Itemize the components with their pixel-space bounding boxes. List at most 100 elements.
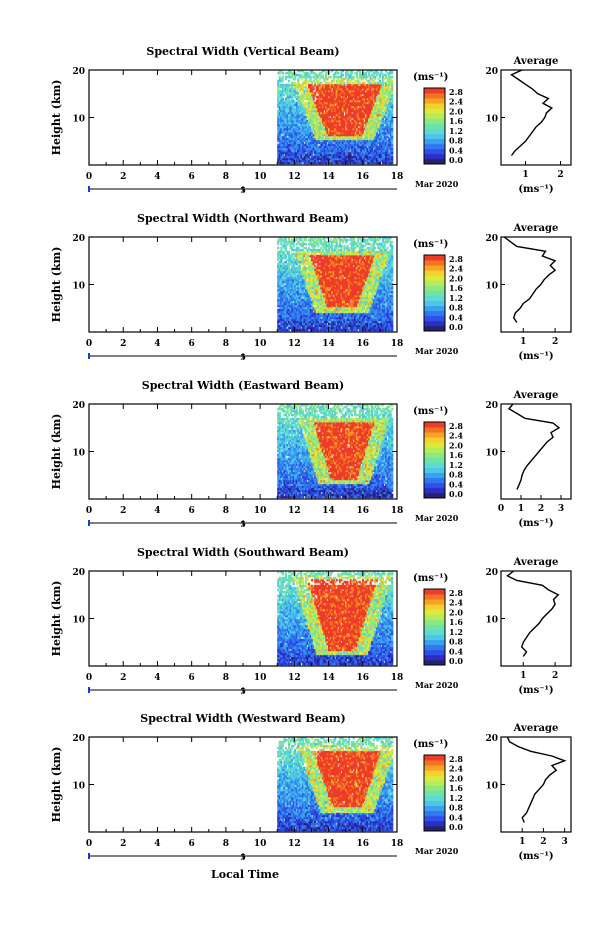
heatmap-cell bbox=[277, 157, 280, 161]
heatmap-cell bbox=[315, 314, 318, 318]
heatmap-cell bbox=[372, 137, 375, 141]
heatmap-cell bbox=[295, 242, 298, 246]
heatmap-cell bbox=[345, 107, 348, 111]
heatmap-cell bbox=[311, 266, 314, 270]
heatmap-cell bbox=[326, 270, 329, 274]
heatmap-cell bbox=[294, 113, 297, 117]
heatmap-cell bbox=[358, 89, 361, 93]
heatmap-cell bbox=[366, 153, 369, 157]
heatmap-cell bbox=[291, 272, 294, 276]
heatmap-cell bbox=[277, 97, 280, 101]
heatmap-cell bbox=[355, 99, 358, 103]
heatmap-cell bbox=[329, 322, 332, 326]
heatmap-cell bbox=[368, 127, 371, 131]
heatmap-cell bbox=[320, 328, 323, 332]
heatmap-cell bbox=[309, 101, 312, 105]
heatmap-cell bbox=[325, 75, 328, 79]
heatmap-cell bbox=[334, 268, 337, 272]
heatmap-cell bbox=[337, 244, 340, 248]
heatmap-cell bbox=[332, 149, 335, 153]
heatmap-cell bbox=[371, 135, 374, 139]
heatmap-cell bbox=[291, 310, 294, 314]
heatmap-cell bbox=[383, 155, 386, 159]
heatmap-cell bbox=[317, 236, 320, 240]
heatmap-cell bbox=[298, 312, 301, 316]
heatmap-cell bbox=[391, 125, 394, 129]
heatmap-cell bbox=[380, 95, 383, 99]
heatmap-cell bbox=[320, 240, 323, 244]
heatmap-cell bbox=[306, 328, 309, 332]
heatmap-cell bbox=[329, 246, 332, 250]
heatmap-cell bbox=[389, 155, 392, 159]
heatmap-cell bbox=[306, 147, 309, 151]
heatmap-cell bbox=[288, 302, 291, 306]
heatmap-cell bbox=[348, 141, 351, 145]
heatmap-cell bbox=[284, 71, 287, 75]
heatmap-cell bbox=[360, 89, 363, 93]
heatmap-cell bbox=[286, 240, 289, 244]
heatmap-cell bbox=[284, 256, 287, 260]
heatmap-cell bbox=[354, 147, 357, 151]
heatmap-cell bbox=[289, 69, 292, 73]
heatmap-cell bbox=[301, 101, 304, 105]
heatmap-cell bbox=[352, 141, 355, 145]
heatmap-cell bbox=[331, 328, 334, 332]
heatmap-cell bbox=[366, 135, 369, 139]
heatmap-cell bbox=[325, 141, 328, 145]
heatmap-cell bbox=[288, 151, 291, 155]
heatmap-cell bbox=[311, 151, 314, 155]
heatmap-cell bbox=[297, 254, 300, 258]
heatmap-cell bbox=[289, 304, 292, 308]
heatmap-cell bbox=[381, 119, 384, 123]
heatmap-cell bbox=[345, 105, 348, 109]
heatmap-cell bbox=[329, 272, 332, 276]
heatmap-cell bbox=[334, 298, 337, 302]
heatmap-cell bbox=[312, 159, 315, 163]
heatmap-cell bbox=[291, 246, 294, 250]
heatmap-cell bbox=[294, 288, 297, 292]
heatmap-cell bbox=[292, 328, 295, 332]
heatmap-cell bbox=[338, 322, 341, 326]
heatmap-cell bbox=[300, 141, 303, 145]
heatmap-cell bbox=[306, 145, 309, 149]
heatmap-cell bbox=[304, 161, 307, 165]
heatmap-cell bbox=[292, 131, 295, 135]
heatmap-cell bbox=[288, 314, 291, 318]
heatmap-cell bbox=[372, 157, 375, 161]
heatmap-cell bbox=[292, 105, 295, 109]
heatmap-cell bbox=[315, 161, 318, 165]
heatmap-cell bbox=[321, 308, 324, 312]
heatmap-cell bbox=[380, 109, 383, 113]
heatmap-cell bbox=[314, 123, 317, 127]
heatmap-cell bbox=[314, 83, 317, 87]
heatmap-cell bbox=[378, 85, 381, 89]
heatmap-cell bbox=[346, 85, 349, 89]
heatmap-cell bbox=[318, 258, 321, 262]
heatmap-cell bbox=[337, 282, 340, 286]
heatmap-cell bbox=[335, 298, 338, 302]
heatmap-cell bbox=[374, 93, 377, 97]
heatmap-cell bbox=[360, 95, 363, 99]
heatmap-cell bbox=[337, 141, 340, 145]
colorbar-swatch bbox=[424, 143, 445, 150]
heatmap-cell bbox=[315, 87, 318, 91]
heatmap-cell bbox=[345, 133, 348, 137]
heatmap-cell bbox=[351, 69, 354, 73]
heatmap-cell bbox=[338, 159, 341, 163]
heatmap-cell bbox=[294, 101, 297, 105]
heatmap-cell bbox=[337, 117, 340, 121]
heatmap-cell bbox=[301, 316, 304, 320]
heatmap-cell bbox=[328, 310, 331, 314]
heatmap-cell bbox=[371, 145, 374, 149]
heatmap-cell bbox=[349, 105, 352, 109]
heatmap-cell bbox=[358, 141, 361, 145]
heatmap-cell bbox=[283, 145, 286, 149]
heatmap-cell bbox=[363, 147, 366, 151]
heatmap-cell bbox=[361, 125, 364, 129]
heatmap-cell bbox=[314, 268, 317, 272]
heatmap-cell bbox=[374, 155, 377, 159]
heatmap-cell bbox=[325, 248, 328, 252]
heatmap-cell bbox=[325, 246, 328, 250]
heatmap-cell bbox=[380, 105, 383, 109]
heatmap-cell bbox=[335, 121, 338, 125]
